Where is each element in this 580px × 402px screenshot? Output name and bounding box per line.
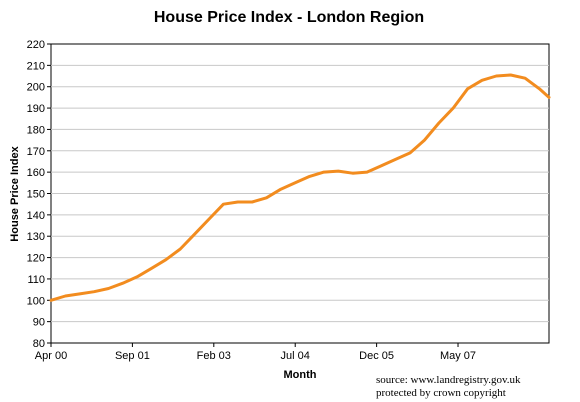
y-tick-label: 200	[27, 82, 45, 94]
x-tick-label: Dec 05	[359, 350, 394, 362]
x-tick-label: Feb 03	[197, 350, 231, 362]
y-axis: 80 90 100 110 120 130 140 150 160 170 180 190 200 210…	[27, 39, 51, 350]
source-note: source: www.landregistry.gov.uk	[376, 374, 521, 386]
y-tick-label: 160	[27, 167, 45, 179]
y-axis-label: House Price Index	[9, 145, 21, 241]
gridlines	[51, 64, 549, 323]
copyright-note: protected by crown copyright	[376, 387, 506, 399]
y-tick-label: 220	[27, 39, 45, 51]
x-tick-label: Jul 04	[281, 350, 310, 362]
x-tick-label: Apr 00	[35, 350, 67, 362]
chart-title: House Price Index - London Region	[154, 9, 424, 26]
y-tick-label: 180	[27, 124, 45, 136]
x-axis-label: Month	[284, 369, 317, 381]
y-tick-label: 140	[27, 210, 45, 222]
y-tick-label: 90	[33, 317, 45, 329]
y-tick-label: 150	[27, 189, 45, 201]
y-tick-label: 100	[27, 295, 45, 307]
series-line-house-price-index	[49, 73, 551, 302]
x-tick-label: Sep 01	[115, 350, 150, 362]
y-tick-label: 120	[27, 253, 45, 265]
y-tick-label: 210	[27, 60, 45, 72]
y-tick-label: 190	[27, 103, 45, 115]
x-tick-label: May 07	[440, 350, 476, 362]
y-tick-label: 130	[27, 231, 45, 243]
x-axis: Apr 00 Sep 01 Feb 03 Jul 04 Dec 05 May 07	[35, 343, 476, 362]
y-tick-label: 170	[27, 146, 45, 158]
y-tick-label: 80	[33, 338, 45, 350]
y-tick-label: 110	[27, 274, 45, 286]
